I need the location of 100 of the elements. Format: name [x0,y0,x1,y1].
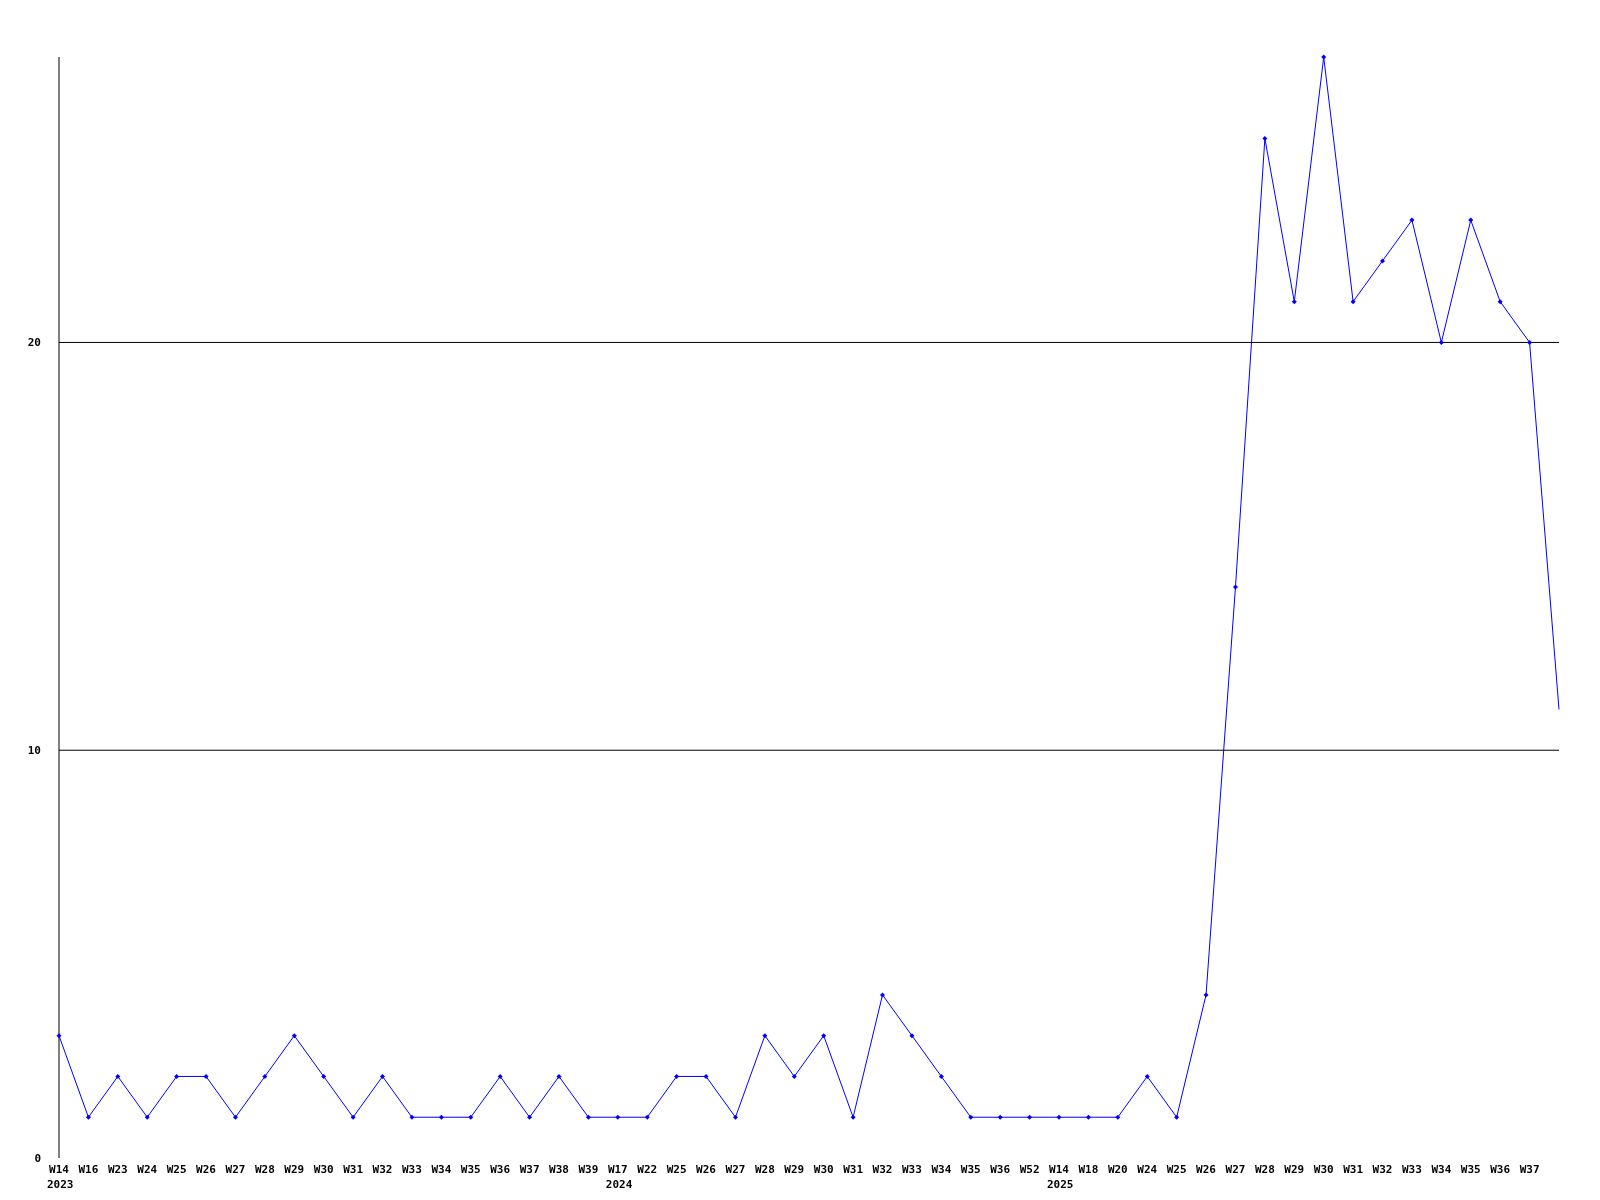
point [409,1114,415,1120]
y-tick-label: 10 [27,744,41,758]
x-tick-label: W30 [313,1163,334,1176]
x-tick-label: W37 [1519,1163,1540,1176]
x-tick-label: W23 [107,1163,128,1176]
point [615,1114,621,1120]
x-tick-label: W24 [137,1163,158,1176]
x-tick-label: W22 [637,1163,658,1176]
point [1203,992,1209,998]
point [556,1073,562,1079]
point [968,1114,974,1120]
point [1438,339,1444,345]
x-tick-label: W33 [1402,1163,1422,1176]
x-tick-label: W38 [549,1163,569,1176]
x-tick-label: W36 [990,1163,1011,1176]
point [791,1073,797,1079]
x-tick-label: W30 [1313,1163,1334,1176]
x-tick-label: W24 [1137,1163,1158,1176]
point [468,1114,474,1120]
x-tick-label: W14 2025 [1047,1163,1074,1191]
point [1497,299,1503,305]
x-tick-label: W25 [166,1163,187,1176]
point [1232,584,1238,590]
x-tick-label: W34 [431,1163,452,1176]
x-tick-label: W32 [372,1163,393,1176]
point [1291,299,1297,305]
point [291,1033,297,1039]
point [174,1073,180,1079]
x-tick-label: W29 [784,1163,805,1176]
y-tick-label: 0 [34,1151,41,1165]
x-tick-label: W35 [960,1163,981,1176]
point [1174,1114,1180,1120]
point [1380,258,1386,264]
x-tick-label: W36 [490,1163,511,1176]
x-tick-label: W29 [284,1163,305,1176]
point [938,1073,944,1079]
point [1144,1073,1150,1079]
point [1085,1114,1091,1120]
x-tick-label: W52 [1019,1163,1040,1176]
x-tick-label: W31 [1343,1163,1364,1176]
point [497,1073,503,1079]
x-tick-label: W16 [78,1163,99,1176]
point [703,1073,709,1079]
x-tick-label: W27 [1225,1163,1246,1176]
x-tick-label: W20 [1107,1163,1128,1176]
point [850,1114,856,1120]
point [909,1033,915,1039]
point [1321,54,1327,60]
point [762,1033,768,1039]
point [321,1073,327,1079]
point [1027,1114,1033,1120]
x-tick-label: W39 [578,1163,599,1176]
x-tick-label: W27 [225,1163,246,1176]
x-tick-label: W14 2023 [47,1163,74,1191]
point [1262,136,1268,142]
point [880,992,886,998]
x-tick-label: W34 [931,1163,952,1176]
x-tick-label: W28 [254,1163,275,1176]
x-tick-label: W25 [1166,1163,1187,1176]
point [350,1114,356,1120]
point [85,1114,91,1120]
point [144,1114,150,1120]
x-tick-label: W26 [196,1163,217,1176]
x-tick-label: W18 [1078,1163,1099,1176]
point [380,1073,386,1079]
point [262,1073,268,1079]
y-tick-label: 20 [27,336,41,350]
x-tick-label: W28 [754,1163,775,1176]
point [232,1114,238,1120]
point [1468,217,1474,223]
x-tick-label: W35 [1460,1163,1481,1176]
point [732,1114,738,1120]
x-tick-label: W32 [1372,1163,1393,1176]
point [1527,339,1533,345]
x-tick-label: W30 [813,1163,834,1176]
x-tick-label: W35 [460,1163,481,1176]
point [1115,1114,1121,1120]
point [203,1073,209,1079]
point [674,1073,680,1079]
point [1409,217,1415,223]
point [1056,1114,1062,1120]
x-tick-label: W37 [519,1163,540,1176]
point [56,1033,62,1039]
x-tick-label: W34 [1431,1163,1452,1176]
x-tick-label: W31 [843,1163,864,1176]
x-tick-label: W26 [696,1163,717,1176]
x-tick-label: W27 [725,1163,746,1176]
x-tick-label: W25 [666,1163,687,1176]
point [997,1114,1003,1120]
x-tick-label: W33 [402,1163,422,1176]
point [585,1114,591,1120]
x-tick-label: W32 [872,1163,893,1176]
x-tick-label: W36 [1490,1163,1511,1176]
point [115,1073,121,1079]
x-tick-label: W33 [902,1163,922,1176]
point [527,1114,533,1120]
x-tick-label: W28 [1254,1163,1275,1176]
x-tick-label: W26 [1196,1163,1217,1176]
x-tick-label: W17 2024 [605,1163,633,1191]
point [644,1114,650,1120]
